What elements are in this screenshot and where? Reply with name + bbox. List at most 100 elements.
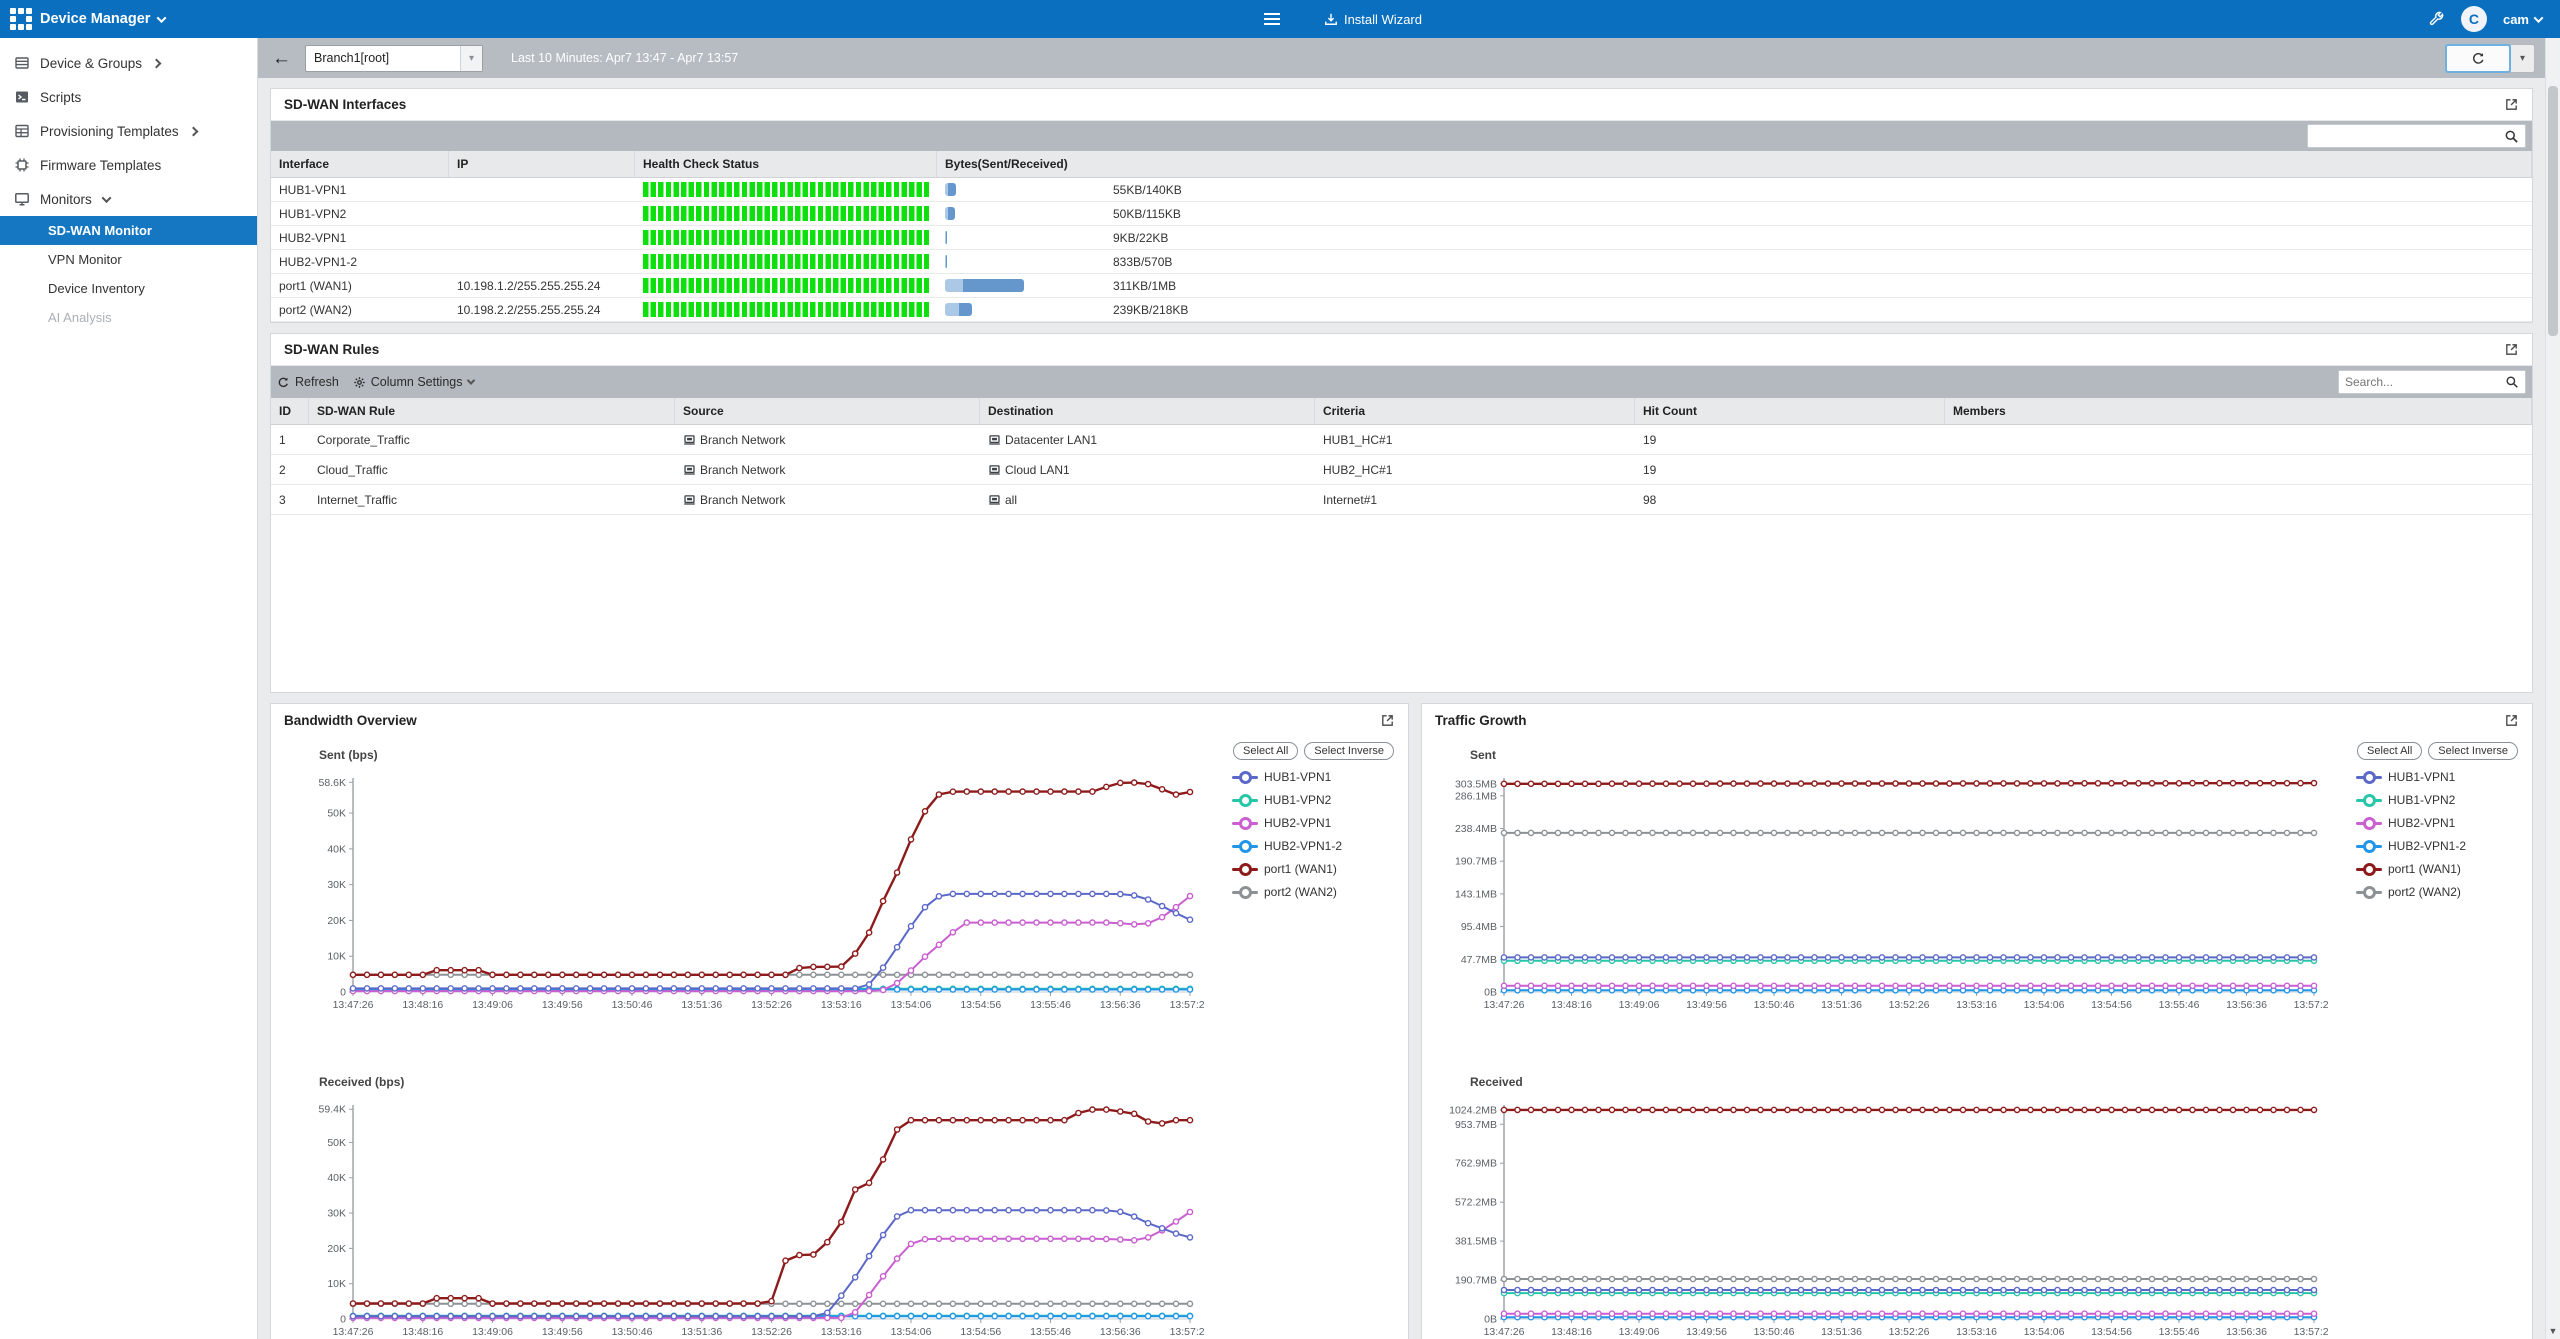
table-row[interactable]: port1 (WAN1) 10.198.1.2/255.255.255.24 3… (271, 274, 2532, 298)
table-row[interactable]: 2 Cloud_Traffic Branch Network Cloud LAN… (271, 455, 2532, 485)
app-title[interactable]: Device Manager (40, 11, 151, 27)
column-header-source[interactable]: Source (675, 398, 980, 424)
select-inverse-button[interactable]: Select Inverse (2428, 742, 2518, 760)
sidebar-item-firmware-templates[interactable]: Firmware Templates (0, 148, 257, 182)
sidebar-item-vpn-monitor[interactable]: VPN Monitor (48, 252, 122, 267)
legend-item-hub2-vpn1[interactable]: HUB2-VPN1 (2356, 816, 2518, 830)
popout-icon[interactable] (1380, 713, 1395, 728)
popout-icon[interactable] (2504, 342, 2519, 357)
svg-text:13:53:16: 13:53:16 (1956, 1326, 1997, 1338)
legend-item-port1-wan1[interactable]: port1 (WAN1) (2356, 862, 2518, 876)
bytes-bar (945, 231, 948, 244)
legend-item-port2-wan2[interactable]: port2 (WAN2) (1232, 885, 1394, 899)
search-input[interactable] (2314, 129, 2504, 143)
rule-members (1945, 485, 2532, 514)
legend-item-hub2-vpn1-2[interactable]: HUB2-VPN1-2 (2356, 839, 2518, 853)
table-row[interactable]: port2 (WAN2) 10.198.2.2/255.255.255.24 2… (271, 298, 2532, 322)
avatar[interactable]: C (2460, 6, 2487, 32)
refresh-button[interactable]: Refresh (277, 375, 339, 389)
legend-item-hub1-vpn2[interactable]: HUB1-VPN2 (2356, 793, 2518, 807)
sidebar-item-provisioning-templates[interactable]: Provisioning Templates (0, 114, 257, 148)
column-header-members[interactable]: Members (1945, 398, 2532, 424)
interfaces-search[interactable] (2307, 124, 2526, 148)
device-selector[interactable]: Branch1[root] ▾ (305, 44, 483, 72)
legend-item-hub2-vpn1[interactable]: HUB2-VPN1 (1232, 816, 1394, 830)
column-header-id[interactable]: ID (271, 398, 309, 424)
rules-search[interactable] (2338, 370, 2526, 394)
legend-item-port1-wan1[interactable]: port1 (WAN1) (1232, 862, 1394, 876)
column-header-destination[interactable]: Destination (980, 398, 1315, 424)
search-input[interactable] (2345, 375, 2505, 389)
column-header-health-check-status[interactable]: Health Check Status (635, 151, 937, 177)
back-button[interactable]: ← (272, 47, 291, 69)
bytes-bar (945, 303, 972, 316)
network-icon (988, 493, 1001, 506)
popout-icon[interactable] (2504, 713, 2519, 728)
sidebar-item-ai-analysis: AI Analysis (48, 310, 112, 325)
search-icon (2506, 376, 2518, 388)
hamburger-menu-icon[interactable] (1263, 13, 1280, 25)
vertical-scrollbar[interactable]: ▼ (2545, 38, 2560, 1339)
column-header-bytes-sent-received[interactable]: Bytes(Sent/Received) (937, 151, 2532, 177)
sidebar-item-sd-wan-monitor[interactable]: SD-WAN Monitor (0, 216, 257, 245)
legend-label: HUB2-VPN1 (2388, 816, 2456, 830)
column-header-hit-count[interactable]: Hit Count (1635, 398, 1945, 424)
interface-name: HUB1-VPN2 (279, 206, 347, 221)
refresh-options-button[interactable]: ▾ (2511, 43, 2535, 73)
scrollbar-down-arrow[interactable]: ▼ (2548, 1326, 2558, 1336)
svg-text:13:51:36: 13:51:36 (1821, 999, 1862, 1011)
sidebar-item-device-groups[interactable]: Device & Groups (0, 46, 257, 80)
table-row[interactable]: HUB1-VPN2 50KB/115KB (271, 202, 2532, 226)
network-icon (683, 493, 696, 506)
svg-text:59.4K: 59.4K (319, 1104, 346, 1116)
rule-id: 1 (279, 432, 286, 447)
scrollbar-thumb[interactable] (2548, 86, 2558, 336)
svg-text:13:51:36: 13:51:36 (1821, 1326, 1862, 1338)
svg-text:13:49:56: 13:49:56 (1686, 999, 1727, 1011)
svg-text:13:55:46: 13:55:46 (2159, 1326, 2200, 1338)
table-row[interactable]: 1 Corporate_Traffic Branch Network Datac… (271, 425, 2532, 455)
column-header-interface[interactable]: Interface (271, 151, 449, 177)
legend-item-hub1-vpn1[interactable]: HUB1-VPN1 (2356, 770, 2518, 784)
legend-label: HUB2-VPN1-2 (1264, 839, 1343, 853)
legend-item-hub1-vpn2[interactable]: HUB1-VPN2 (1232, 793, 1394, 807)
select-all-button[interactable]: Select All (1233, 742, 1299, 760)
table-row[interactable]: 3 Internet_Traffic Branch Network all In… (271, 485, 2532, 515)
table-row[interactable]: HUB1-VPN1 55KB/140KB (271, 178, 2532, 202)
column-header-criteria[interactable]: Criteria (1315, 398, 1635, 424)
svg-text:13:57:26: 13:57:26 (2294, 999, 2328, 1011)
rules-table-header: ID SD-WAN Rule Source Destination Criteria Hi… (271, 398, 2532, 425)
svg-text:143.1MB: 143.1MB (1455, 888, 1497, 900)
sidebar-item-device-inventory[interactable]: Device Inventory (48, 281, 145, 296)
install-wizard-button[interactable]: Install Wizard (1324, 12, 1422, 27)
legend-item-hub2-vpn1-2[interactable]: HUB2-VPN1-2 (1232, 839, 1394, 853)
refresh-page-button[interactable] (2445, 43, 2511, 73)
popout-icon[interactable] (2504, 97, 2519, 112)
svg-text:953.7MB: 953.7MB (1455, 1119, 1497, 1131)
rule-destination: Datacenter LAN1 (980, 425, 1315, 454)
table-row[interactable]: HUB2-VPN1 9KB/22KB (271, 226, 2532, 250)
legend-item-port2-wan2[interactable]: port2 (WAN2) (2356, 885, 2518, 899)
sidebar-item-label: Firmware Templates (40, 157, 162, 173)
table-row[interactable]: HUB2-VPN1-2 833B/570B (271, 250, 2532, 274)
provisioning-icon (14, 123, 31, 139)
svg-text:190.7MB: 190.7MB (1455, 1275, 1497, 1287)
column-header-ip[interactable]: IP (449, 151, 635, 177)
sidebar-item-scripts[interactable]: Scripts (0, 80, 257, 114)
legend-marker-icon (1232, 793, 1258, 807)
column-header-sd-wan-rule[interactable]: SD-WAN Rule (309, 398, 675, 424)
svg-text:13:54:56: 13:54:56 (2091, 1326, 2132, 1338)
wrench-icon[interactable] (2428, 11, 2445, 28)
legend-item-hub1-vpn1[interactable]: HUB1-VPN1 (1232, 770, 1394, 784)
select-all-button[interactable]: Select All (2357, 742, 2423, 760)
svg-text:13:51:36: 13:51:36 (681, 1326, 722, 1338)
svg-text:13:52:26: 13:52:26 (751, 999, 792, 1011)
chart-legend: Select All Select Inverse HUB1-VPN1 HUB1… (2328, 740, 2518, 1339)
svg-text:50K: 50K (327, 808, 346, 820)
sidebar-item-monitors[interactable]: Monitors (0, 182, 257, 216)
svg-text:13:50:46: 13:50:46 (612, 1326, 653, 1338)
column-settings-button[interactable]: Column Settings (353, 375, 475, 389)
select-inverse-button[interactable]: Select Inverse (1304, 742, 1394, 760)
user-menu[interactable]: cam (2503, 12, 2544, 27)
svg-text:572.2MB: 572.2MB (1455, 1197, 1497, 1209)
